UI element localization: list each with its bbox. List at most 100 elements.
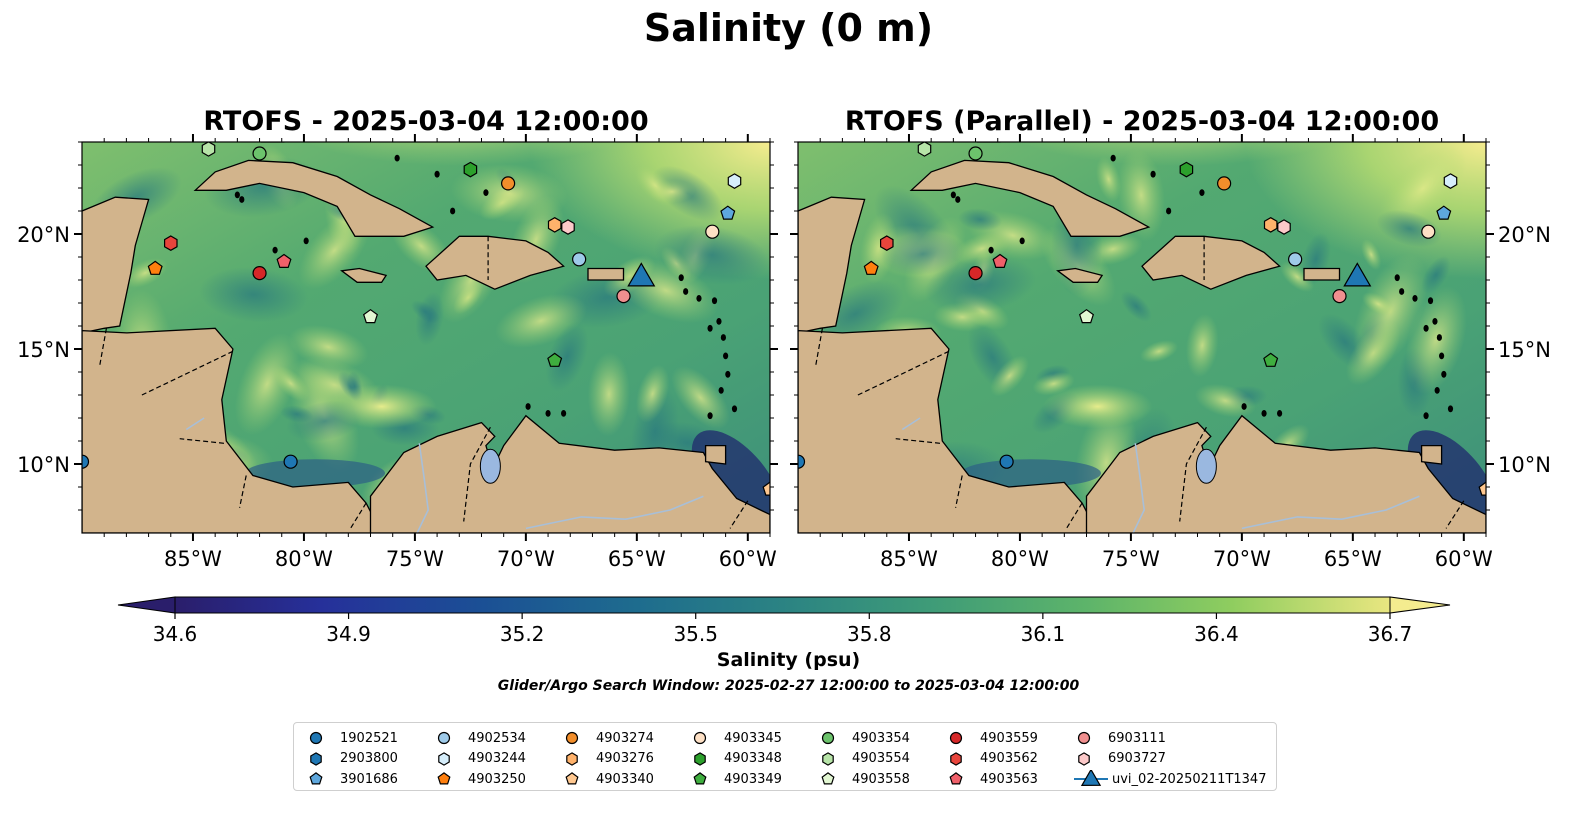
legend-marker xyxy=(309,731,323,745)
legend-marker xyxy=(565,772,579,785)
legend-label: 6903111 xyxy=(1108,730,1166,746)
legend-item: 4903276 xyxy=(562,750,654,768)
float-marker-3901686 xyxy=(720,205,736,220)
legend-marker xyxy=(694,751,706,766)
float-marker-4903354 xyxy=(968,146,983,161)
legend-marker xyxy=(950,751,962,766)
legend-item: 4902534 xyxy=(434,729,526,747)
legend-label: 2903800 xyxy=(340,751,398,766)
float-marker-6903111 xyxy=(1332,289,1347,304)
float-marker-4903559 xyxy=(252,266,267,281)
colorbar-tick-label: 35.8 xyxy=(847,622,892,646)
legend-item: 4903558 xyxy=(818,770,910,788)
float-marker-2903800 xyxy=(283,454,298,469)
legend-item: 4903348 xyxy=(690,750,782,768)
float-marker-4903345 xyxy=(1421,224,1436,239)
lon-tick-label: 75°W xyxy=(1102,547,1160,571)
colorbar-tick-label: 35.5 xyxy=(673,622,718,646)
float-marker-4903274 xyxy=(1217,176,1232,191)
colorbar-tick-label: 36.1 xyxy=(1021,622,1066,646)
legend-item: 4903244 xyxy=(434,750,526,768)
float-marker-4903554 xyxy=(917,142,932,157)
legend-item: 6903111 xyxy=(1074,729,1166,747)
lon-tick-label: 80°W xyxy=(991,547,1049,571)
legend-label: 4903276 xyxy=(596,751,654,766)
legend-item: 4903250 xyxy=(434,770,526,788)
lon-tick-label: 60°W xyxy=(719,547,777,571)
legend-item: 4903345 xyxy=(690,729,782,747)
float-marker-4903345 xyxy=(705,224,720,239)
glider-marker xyxy=(1343,262,1372,287)
legend-item: 1902521 xyxy=(306,729,398,747)
legend-item: 4903349 xyxy=(690,770,782,788)
panel-title-rtofs: RTOFS - 2025-03-04 12:00:00 xyxy=(203,106,649,137)
colorbar-tick-label: 34.9 xyxy=(326,622,371,646)
figure-title: Salinity (0 m) xyxy=(643,6,934,50)
lat-tick-label: 10°N xyxy=(1498,453,1551,477)
legend-item: 4903559 xyxy=(946,729,1038,747)
colorbar-tick-label: 36.7 xyxy=(1368,622,1413,646)
legend-label: 3901686 xyxy=(340,771,398,787)
legend-label: 4903250 xyxy=(468,771,526,787)
legend-label: 4902534 xyxy=(468,730,526,746)
float-marker-6903111 xyxy=(616,289,631,304)
colorbar-tick-label: 34.6 xyxy=(153,622,198,646)
lon-tick-label: 80°W xyxy=(275,547,333,571)
legend-marker xyxy=(566,751,578,766)
lon-tick-label: 70°W xyxy=(497,547,555,571)
float-marker-4903354 xyxy=(252,146,267,161)
legend-label: 4903244 xyxy=(468,751,526,766)
float-marker-4903349 xyxy=(547,352,563,367)
lon-tick-label: 75°W xyxy=(386,547,444,571)
legend-item: 6903727 xyxy=(1074,750,1166,768)
map-panel-rtofs-parallel xyxy=(798,142,1486,533)
legend-label: 4903345 xyxy=(724,730,782,746)
lon-tick-label: 65°W xyxy=(608,547,666,571)
float-marker-4903244 xyxy=(727,173,742,189)
legend-label: 4903563 xyxy=(980,771,1038,787)
legend-marker xyxy=(949,731,963,745)
panel-title-rtofs-parallel: RTOFS (Parallel) - 2025-03-04 12:00:00 xyxy=(844,106,1440,137)
lat-tick-label: 10°N xyxy=(17,453,70,477)
legend-marker xyxy=(821,772,835,785)
lon-tick-label: 65°W xyxy=(1324,547,1382,571)
legend-label: 4903354 xyxy=(852,730,910,746)
colorbar: 34.6 34.9 35.2 35.5 35.8 36.1 36.4 36.7 xyxy=(117,596,1451,646)
float-marker-4903558 xyxy=(1078,308,1095,324)
float-marker-4902534 xyxy=(1288,252,1303,267)
map-axes-rtofs-parallel: 85°W 80°W 75°W 70°W 65°W 60°W 20°N 15°N 10°N xyxy=(790,134,1551,571)
float-marker-4903276 xyxy=(547,217,562,233)
legend-marker xyxy=(822,751,834,766)
legend-marker xyxy=(438,751,450,766)
lat-tick-label: 20°N xyxy=(1498,223,1551,247)
float-marker-4903554 xyxy=(201,142,216,157)
lat-tick-label: 15°N xyxy=(1498,338,1551,362)
float-marker-4903558 xyxy=(362,308,379,324)
lon-tick-label: 70°W xyxy=(1213,547,1271,571)
legend-item: 4903562 xyxy=(946,750,1038,768)
legend-marker xyxy=(1080,768,1102,787)
colorbar-tick-label: 36.4 xyxy=(1194,622,1239,646)
glider-marker xyxy=(627,262,656,287)
float-marker-1902521 xyxy=(82,454,90,469)
legend-label: uvi_02-20250211T1347 xyxy=(1112,771,1267,787)
legend-label: 4903348 xyxy=(724,751,782,766)
legend-marker xyxy=(565,731,579,745)
legend-marker xyxy=(437,772,451,785)
colorbar-label: Salinity (psu) xyxy=(716,649,861,671)
legend-marker xyxy=(437,731,451,745)
lat-tick-label: 20°N xyxy=(17,223,70,247)
float-marker-4903250 xyxy=(863,260,879,275)
legend-item: uvi_02-20250211T1347 xyxy=(1074,768,1267,788)
lat-tick-label: 15°N xyxy=(17,338,70,362)
legend-marker xyxy=(821,731,835,745)
legend-label: 4903559 xyxy=(980,730,1038,746)
legend-label: 4903562 xyxy=(980,751,1038,766)
float-marker-4903244 xyxy=(1443,173,1458,189)
legend-item: 4903354 xyxy=(818,729,910,747)
legend-label: 1902521 xyxy=(340,730,398,746)
legend-marker xyxy=(309,772,323,785)
colorbar-tick-label: 35.2 xyxy=(500,622,545,646)
float-marker-4903340 xyxy=(762,481,770,496)
legend-item: 2903800 xyxy=(306,750,398,768)
